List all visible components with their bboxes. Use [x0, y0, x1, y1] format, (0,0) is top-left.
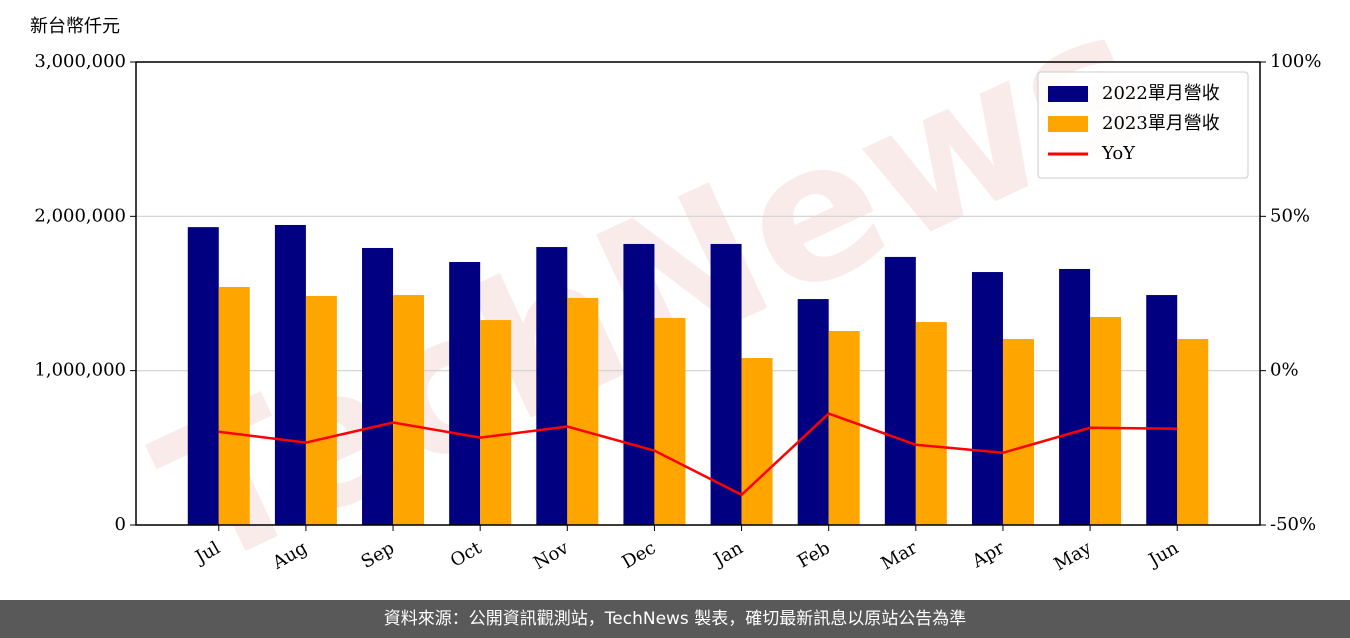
x-tick-label: Dec: [618, 537, 659, 573]
bar: [710, 243, 742, 526]
bar: [828, 331, 860, 525]
bar: [741, 358, 773, 525]
plot-frame: [135, 61, 1261, 526]
y2-tick-label: 0%: [1270, 360, 1299, 381]
footer: 資料來源：公開資訊觀測站，TechNews 製表，確切最新訊息以原站公告為準: [0, 600, 1350, 638]
bar: [480, 320, 512, 525]
legend-swatch: [1048, 116, 1088, 132]
bar: [536, 247, 568, 526]
line: [218, 412, 1178, 497]
x-tick-label: May: [1051, 537, 1096, 575]
bar: [1002, 339, 1034, 525]
bar: [274, 224, 306, 525]
x-tick-label: Jan: [709, 537, 747, 571]
x-tick-label: Jun: [1144, 537, 1183, 572]
bar: [1090, 316, 1122, 525]
y2-tick-label: 50%: [1270, 205, 1310, 226]
bar: [971, 272, 1003, 525]
bar: [218, 287, 250, 525]
legend-label: 2023單月營收: [1102, 113, 1220, 134]
bar: [449, 262, 481, 525]
legend-label: 2022單月營收: [1102, 83, 1220, 104]
bar: [305, 295, 337, 525]
y2-tick-label: -50%: [1270, 514, 1316, 535]
x-tick-label: Mar: [878, 537, 922, 574]
bar: [1177, 339, 1209, 525]
bar: [915, 322, 947, 525]
bar: [187, 227, 219, 526]
legend-box: [1037, 71, 1249, 179]
bar: [567, 297, 599, 525]
bar: [654, 318, 686, 525]
legend-swatch: [1048, 86, 1088, 102]
bar: [623, 243, 655, 526]
y-tick-label: 0: [115, 514, 126, 535]
bar: [1146, 295, 1178, 525]
bar: [797, 299, 829, 525]
bar: [393, 295, 425, 525]
y2-tick-label: 100%: [1270, 51, 1321, 72]
bar: [884, 256, 916, 525]
y-tick-label: 3,000,000: [34, 51, 126, 72]
chart: 新台幣仟元 TechNews01,000,0002,000,0003,000,0…: [30, 0, 1321, 612]
bar: [362, 247, 394, 525]
x-tick-label: Nov: [530, 537, 573, 574]
x-tick-label: Apr: [968, 537, 1008, 572]
y-tick-label: 1,000,000: [34, 360, 126, 381]
x-tick-label: Oct: [447, 537, 486, 572]
y-tick-label: 2,000,000: [34, 205, 126, 226]
x-tick-label: Feb: [794, 537, 834, 572]
y-axis-label: 新台幣仟元: [30, 16, 120, 37]
legend-label: YoY: [1101, 143, 1136, 164]
bar: [1059, 268, 1091, 525]
